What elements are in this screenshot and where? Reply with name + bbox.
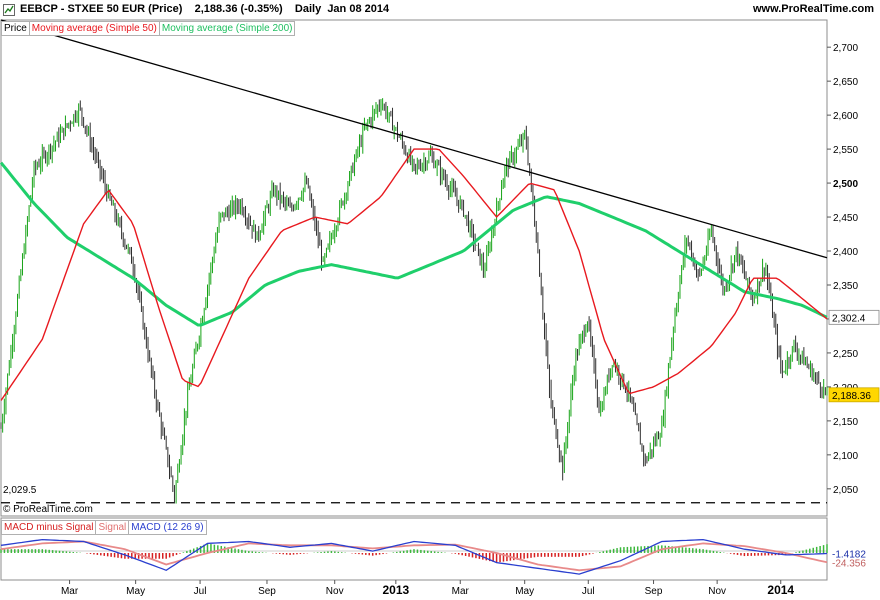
x-tick-label: Sep bbox=[645, 586, 663, 597]
price-panel-frame bbox=[0, 19, 828, 517]
price-bars bbox=[0, 98, 828, 504]
site-name: www.ProRealTime.com bbox=[752, 3, 874, 15]
signal-line bbox=[0, 540, 828, 572]
legend-macd[interactable]: MACD (12 26 9) bbox=[128, 520, 207, 535]
x-tick-label: Nov bbox=[708, 586, 726, 597]
y-tick-label: 2,100 bbox=[833, 451, 858, 462]
price-y-axis: 2,0502,1002,1502,2002,2502,3002,3502,400… bbox=[827, 43, 858, 496]
legend-price[interactable]: Price bbox=[1, 21, 30, 36]
legend-macd-histogram[interactable]: MACD minus Signal bbox=[1, 520, 97, 535]
price-tags: 2,302.4 2,188.36 bbox=[828, 309, 880, 403]
ma-price-tag bbox=[828, 309, 880, 325]
copyright-text: © ProRealTime.com bbox=[3, 504, 93, 515]
y-tick-label: 2,600 bbox=[833, 111, 858, 122]
x-tick-label: Jul bbox=[194, 586, 207, 597]
x-tick-label: 2014 bbox=[767, 583, 794, 597]
last-price-tag bbox=[828, 387, 880, 403]
x-tick-label: 2013 bbox=[382, 583, 409, 597]
macd-value-label: -1.4182 bbox=[832, 550, 866, 561]
macd-value-label: -24.356 bbox=[832, 558, 866, 569]
chart-title: EEBCP - STXEE 50 EUR (Price) 2,188.36 (-… bbox=[20, 3, 390, 15]
macd-legend: MACD minus Signal Signal MACD (12 26 9) bbox=[1, 520, 207, 535]
legend-signal[interactable]: Signal bbox=[95, 520, 130, 535]
chart-type-icon bbox=[3, 4, 15, 16]
y-tick-label: 2,050 bbox=[833, 485, 858, 496]
x-tick-label: Jul bbox=[582, 586, 595, 597]
legend-ma50[interactable]: Moving average (Simple 50) bbox=[28, 21, 160, 36]
y-tick-label: 2,650 bbox=[833, 77, 858, 88]
y-tick-label: 2,550 bbox=[833, 145, 858, 156]
x-tick-label: May bbox=[126, 586, 145, 597]
x-tick-label: Nov bbox=[326, 586, 344, 597]
x-tick-label: Mar bbox=[61, 586, 79, 597]
y-tick-label: 2,250 bbox=[833, 349, 858, 360]
x-tick-label: Mar bbox=[452, 586, 470, 597]
ma-price-label: 2,302.4 bbox=[832, 313, 866, 324]
x-tick-label: May bbox=[515, 586, 534, 597]
ma50-line bbox=[0, 148, 828, 401]
y-tick-label: 2,150 bbox=[833, 417, 858, 428]
y-tick-label: 2,450 bbox=[833, 213, 858, 224]
price-legend: Price Moving average (Simple 50) Moving … bbox=[1, 21, 296, 36]
last-price-label: 2,188.36 bbox=[832, 391, 871, 402]
ma200-line bbox=[0, 161, 828, 327]
macd-tags: -1.4182-24.356 bbox=[832, 550, 866, 570]
support-label: 2,029.5 bbox=[3, 485, 37, 496]
trend-line bbox=[0, 19, 828, 259]
chart-header: EEBCP - STXEE 50 EUR (Price) 2,188.36 (-… bbox=[0, 0, 880, 20]
time-x-axis: Mar May Jul Sep Nov 2013 Mar May Jul Sep Nov 2014 bbox=[61, 580, 794, 597]
price-panel: 2,0502,1002,1502,2002,2502,3002,3502,400… bbox=[0, 19, 880, 517]
x-tick-label: Sep bbox=[258, 586, 276, 597]
legend-ma200[interactable]: Moving average (Simple 200) bbox=[158, 21, 296, 36]
y-tick-label: 2,350 bbox=[833, 281, 858, 292]
macd-line bbox=[0, 538, 828, 575]
y-tick-label: 2,500 bbox=[833, 179, 858, 190]
y-tick-label: 2,400 bbox=[833, 247, 858, 258]
y-tick-label: 2,700 bbox=[833, 43, 858, 54]
